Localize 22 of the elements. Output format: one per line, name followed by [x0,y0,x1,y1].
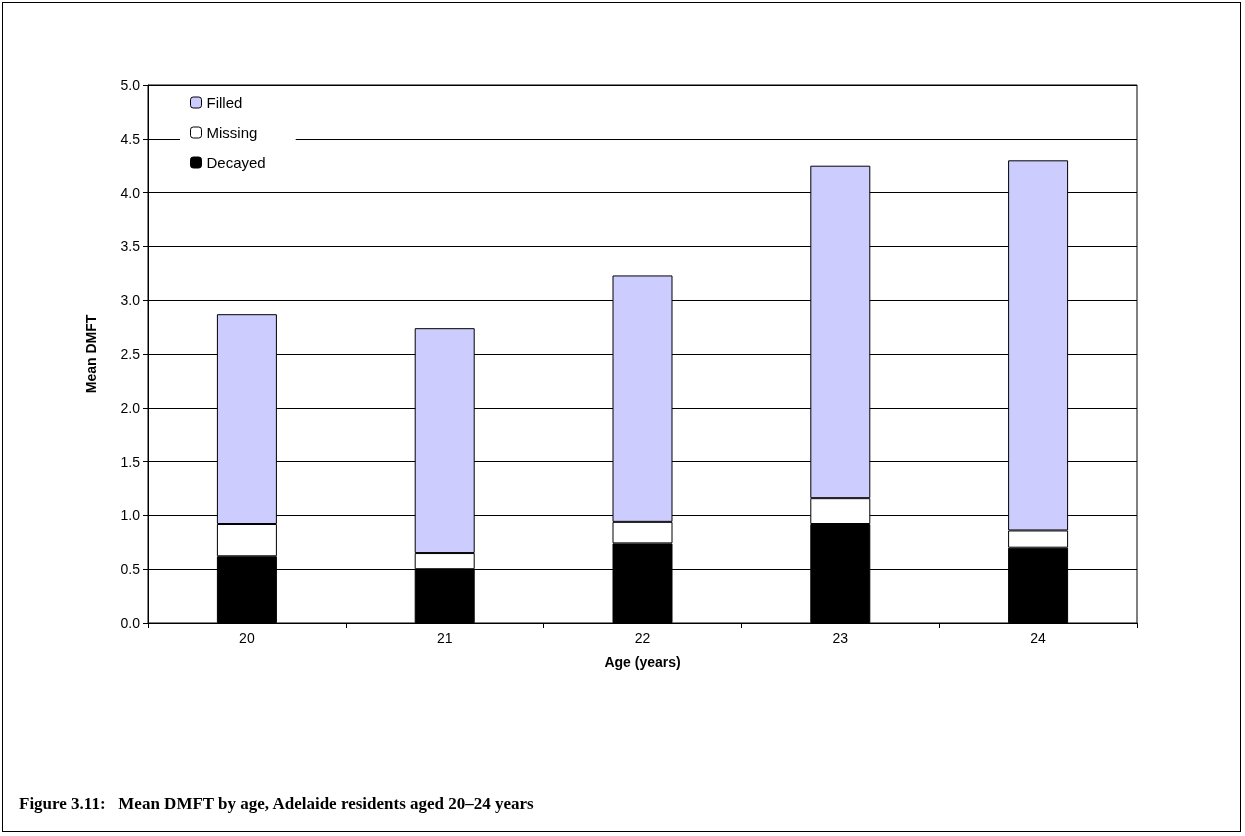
y-axis-title: Mean DMFT [83,314,99,394]
y-tick-label: 0.5 [120,561,141,578]
y-tick-label: 3.0 [120,292,141,309]
y-tick-label: 2.5 [120,346,141,362]
x-tick-label: 20 [239,630,255,646]
x-tick-label: 24 [1030,630,1047,646]
x-tick-label: 23 [832,630,849,646]
y-tick-label: 1.5 [120,453,141,470]
text: Figure 3.11: Mean DMFT by age, Adelaide residents aged 20–24 years [19,794,535,813]
y-tick-label: 5.0 [120,77,141,93]
legend-label: Decayed [206,154,266,171]
legend-label: Missing [206,124,258,141]
y-tick-label: 4.0 [120,184,141,201]
x-tick-label: 21 [436,630,453,646]
x-axis-title: Age (years) [604,654,681,670]
y-tick-label: 0.0 [120,615,141,631]
y-tick-label: 1.0 [120,507,141,524]
y-tick-label: 4.5 [120,130,141,147]
y-tick-label: 2.0 [120,399,141,416]
y-tick-label: 3.5 [120,238,141,255]
legend-label: Filled [206,94,243,111]
x-tick-label: 22 [634,630,651,646]
